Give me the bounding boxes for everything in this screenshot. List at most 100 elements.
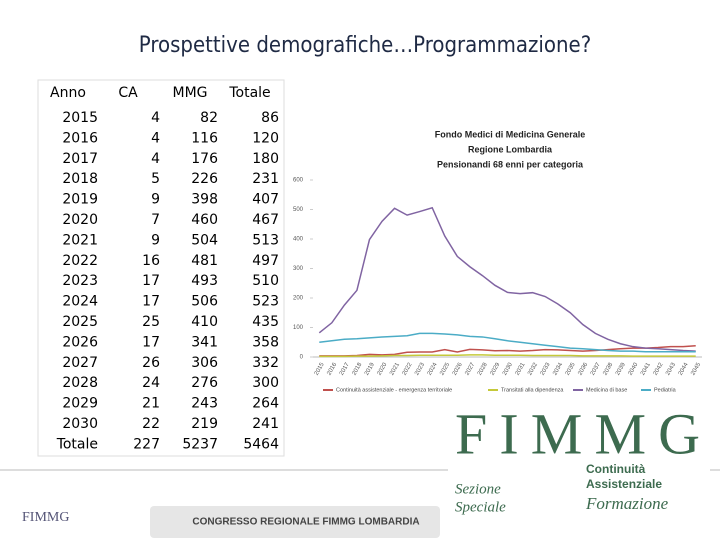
table-cell: 21 [142,396,160,412]
table-cell: 332 [252,355,279,371]
table-cell: 17 [142,294,160,310]
logo-line: Continuità [586,462,646,476]
table-cell: 398 [191,192,218,208]
series-line [319,345,696,357]
y-tick-label: 400 [293,237,304,243]
table-cell: 407 [252,192,279,208]
table-box [37,79,285,457]
table-cell: 504 [191,232,218,248]
footer-banner [150,506,440,538]
table-cell: 341 [191,334,218,350]
legend-label: Pediatria [654,387,677,393]
table-cell: 82 [200,110,218,126]
table-cell: 481 [191,253,218,269]
table-cell: 2025 [62,314,98,330]
table-cell: 2028 [62,375,98,391]
table-header: Totale [228,85,270,101]
banner-text: CONGRESSO REGIONALE FIMMG LOMBARDIA [192,517,419,528]
logo-box [448,400,710,518]
table-cell: 300 [252,375,279,391]
table-cell: 9 [151,232,160,248]
table-cell: 306 [191,355,218,371]
table-header: MMG [172,85,207,101]
table-cell: 2018 [62,171,98,187]
logo-section: Speciale [455,499,506,515]
y-tick-label: 600 [293,178,304,184]
table-cell: 506 [191,294,218,310]
table-cell: 264 [252,396,279,412]
table-cell: 2027 [62,355,98,371]
table-cell: 243 [191,396,218,412]
logo-line: Formazione [585,494,669,513]
table-cell: 2024 [62,294,98,310]
table-cell: 226 [191,171,218,187]
table-cell: 219 [191,416,218,432]
table-cell: 435 [252,314,279,330]
table-cell: 2030 [62,416,98,432]
table-cell: 227 [133,436,160,452]
table-cell: 4 [151,130,160,146]
table-cell: 2021 [62,232,98,248]
table-header: CA [118,85,138,101]
small-logo: FIMMG [22,510,69,525]
y-tick-label: 0 [300,355,304,361]
table-cell: 2015 [62,110,98,126]
table-cell: 116 [191,130,218,146]
table-cell: 460 [191,212,218,228]
table-cell: 180 [252,151,279,167]
table-cell: 2019 [62,192,98,208]
table-cell: 25 [142,314,160,330]
chart-title: Fondo Medici di Medicina Generale [435,129,586,139]
table-cell: 2016 [62,130,98,146]
table-cell: 24 [142,375,160,391]
table-cell: 2020 [62,212,98,228]
table-cell: 497 [252,253,279,269]
chart-title: Regione Lombardia [468,144,553,154]
table-cell: 5237 [182,436,218,452]
table-cell: 410 [191,314,218,330]
table-cell: 493 [191,273,218,289]
legend-label: Continuità assistenziale - emergenza ter… [336,387,452,393]
table-cell: 176 [191,151,218,167]
table-cell: 17 [142,334,160,350]
legend-label: Medicina di base [586,387,627,393]
table-cell: 16 [142,253,160,269]
table-cell: 86 [261,110,279,126]
table-cell: Totale [56,436,98,452]
table-cell: 467 [252,212,279,228]
table-cell: 5464 [243,436,279,452]
y-tick-label: 200 [293,296,304,302]
y-tick-label: 100 [293,325,304,331]
table-cell: 510 [252,273,279,289]
table-cell: 513 [252,232,279,248]
table-header: Anno [50,85,86,101]
table-cell: 2029 [62,396,98,412]
table-cell: 2022 [62,253,98,269]
table-cell: 4 [151,151,160,167]
table-cell: 523 [252,294,279,310]
table-cell: 4 [151,110,160,126]
table-cell: 7 [151,212,160,228]
table-cell: 276 [191,375,218,391]
table-cell: 241 [252,416,279,432]
table-cell: 231 [252,171,279,187]
table-cell: 2017 [62,151,98,167]
table-cell: 2026 [62,334,98,350]
series-line [318,206,696,352]
chart-title: Pensionandi 68 enni per categoria [437,159,584,169]
slide-title: Prospettive demografiche…Programmazione? [139,33,591,58]
logo-line: Assistenziale [586,477,662,491]
y-tick-label: 500 [293,207,304,213]
series-line [319,354,696,358]
table-cell: 5 [151,171,160,187]
logo-section: Sezione [455,481,501,497]
table-cell: 120 [252,130,279,146]
table-cell: 9 [151,192,160,208]
table-cell: 358 [252,334,279,350]
table-cell: 22 [142,416,160,432]
y-tick-label: 300 [293,266,304,272]
table-cell: 17 [142,273,160,289]
table-cell: 26 [142,355,160,371]
